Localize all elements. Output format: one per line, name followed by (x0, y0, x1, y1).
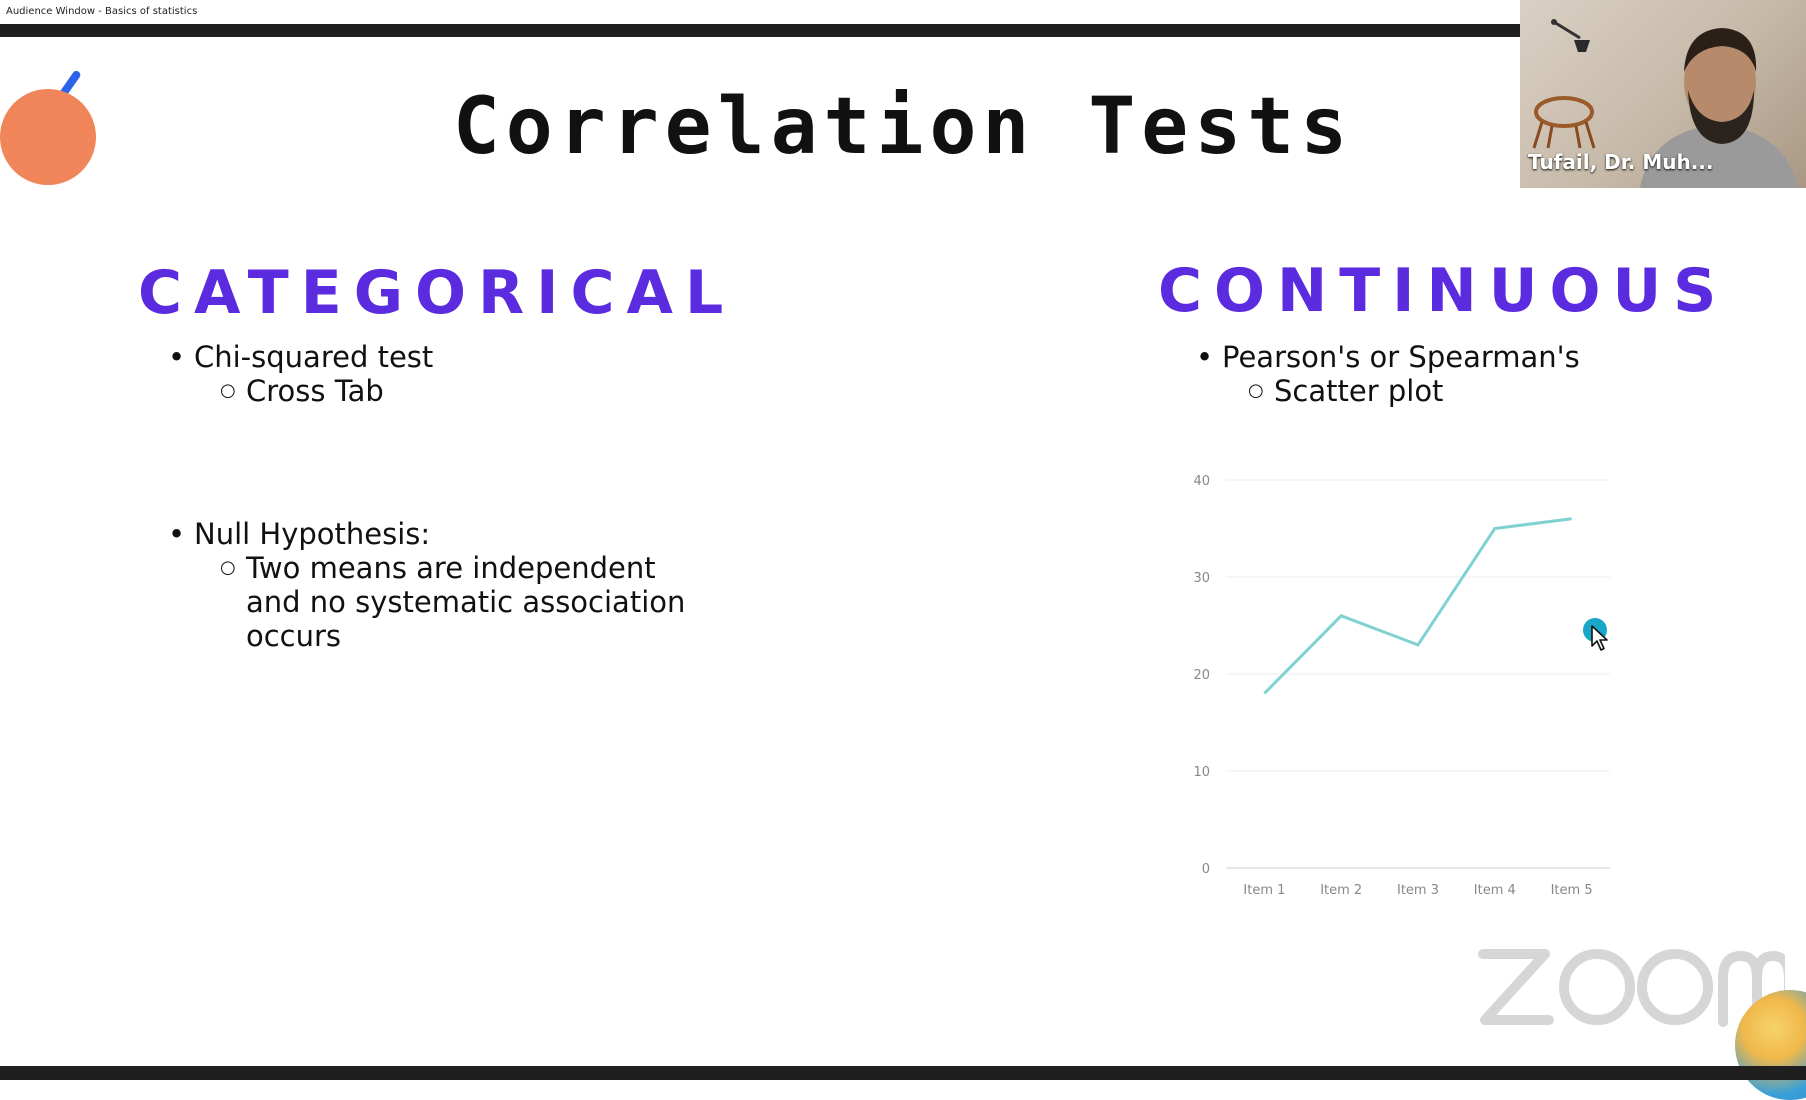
participant-name: Tufail, Dr. Muh... (1528, 150, 1714, 174)
x-tick-label: Item 4 (1474, 883, 1516, 898)
line-chart: 0 10 20 30 40 Item 1 Item 2 Item 3 Item 4 Item 5 (1193, 474, 1610, 898)
categorical-list-2: Null Hypothesis: Two means are independe… (168, 517, 706, 653)
y-tick-label: 10 (1193, 765, 1210, 780)
sub-bullet-scatter-plot: Scatter plot (1248, 374, 1580, 408)
chart-x-tick-labels: Item 1 Item 2 Item 3 Item 4 Item 5 (1243, 883, 1592, 898)
mouse-cursor-icon (1591, 625, 1608, 651)
y-tick-label: 20 (1193, 668, 1210, 683)
lamp-icon (1551, 19, 1590, 52)
bullet-pearson-spearman: Pearson's or Spearman's (1196, 340, 1580, 374)
sub-bullet-independent: Two means are independent and no systema… (220, 551, 706, 653)
top-band (0, 24, 1520, 37)
chart-grid (1226, 479, 1610, 869)
sub-bullet-cross-tab: Cross Tab (220, 374, 433, 408)
categorical-list-1: Chi-squared test Cross Tab (168, 340, 433, 408)
zoom-logo (1478, 949, 1785, 1027)
y-tick-label: 30 (1193, 571, 1210, 586)
x-tick-label: Item 3 (1397, 883, 1439, 898)
x-tick-label: Item 5 (1551, 883, 1593, 898)
chart-series-line (1263, 517, 1572, 695)
decorative-circle (0, 89, 96, 185)
window-title: Audience Window - Basics of statistics (6, 6, 198, 17)
bullet-chi-squared: Chi-squared test (168, 340, 433, 374)
chart-y-tick-labels: 0 10 20 30 40 (1193, 474, 1210, 877)
person-avatar (1640, 28, 1798, 188)
continuous-heading: CONTINUOUS (1158, 256, 1729, 326)
continuous-list: Pearson's or Spearman's Scatter plot (1196, 340, 1580, 408)
categorical-heading: CATEGORICAL (138, 258, 736, 328)
participant-video[interactable]: Tufail, Dr. Muh... (1520, 0, 1806, 188)
x-tick-label: Item 1 (1243, 883, 1285, 898)
slide-title: Correlation Tests (452, 82, 1354, 172)
bottom-band (0, 1066, 1806, 1080)
window-titlebar: Audience Window - Basics of statistics (0, 0, 1520, 25)
y-tick-label: 0 (1202, 862, 1210, 877)
y-tick-label: 40 (1193, 474, 1210, 489)
chair-icon (1532, 96, 1596, 149)
x-tick-label: Item 2 (1320, 883, 1362, 898)
bullet-null-hypothesis: Null Hypothesis: (168, 517, 706, 551)
